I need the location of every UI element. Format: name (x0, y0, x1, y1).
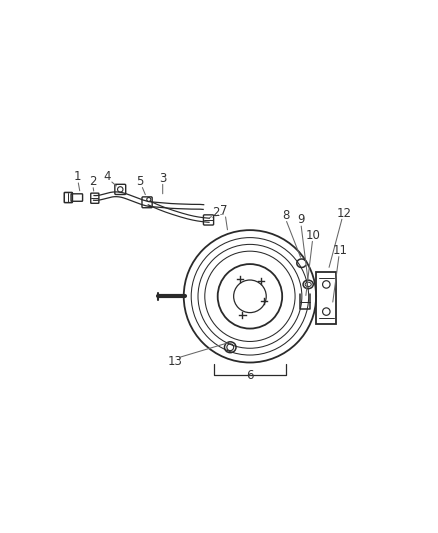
Text: 3: 3 (159, 172, 166, 185)
Text: 8: 8 (282, 209, 289, 222)
Text: 2: 2 (89, 175, 96, 188)
Text: 4: 4 (104, 171, 111, 183)
Text: 6: 6 (246, 369, 254, 382)
Text: 1: 1 (74, 171, 81, 183)
Text: 2: 2 (212, 206, 220, 219)
Text: 10: 10 (306, 229, 321, 242)
Text: 7: 7 (220, 204, 228, 217)
Text: 5: 5 (137, 175, 144, 188)
Text: 12: 12 (336, 207, 351, 220)
Text: 13: 13 (168, 355, 183, 368)
Text: 11: 11 (333, 244, 348, 257)
Text: 9: 9 (297, 213, 304, 227)
